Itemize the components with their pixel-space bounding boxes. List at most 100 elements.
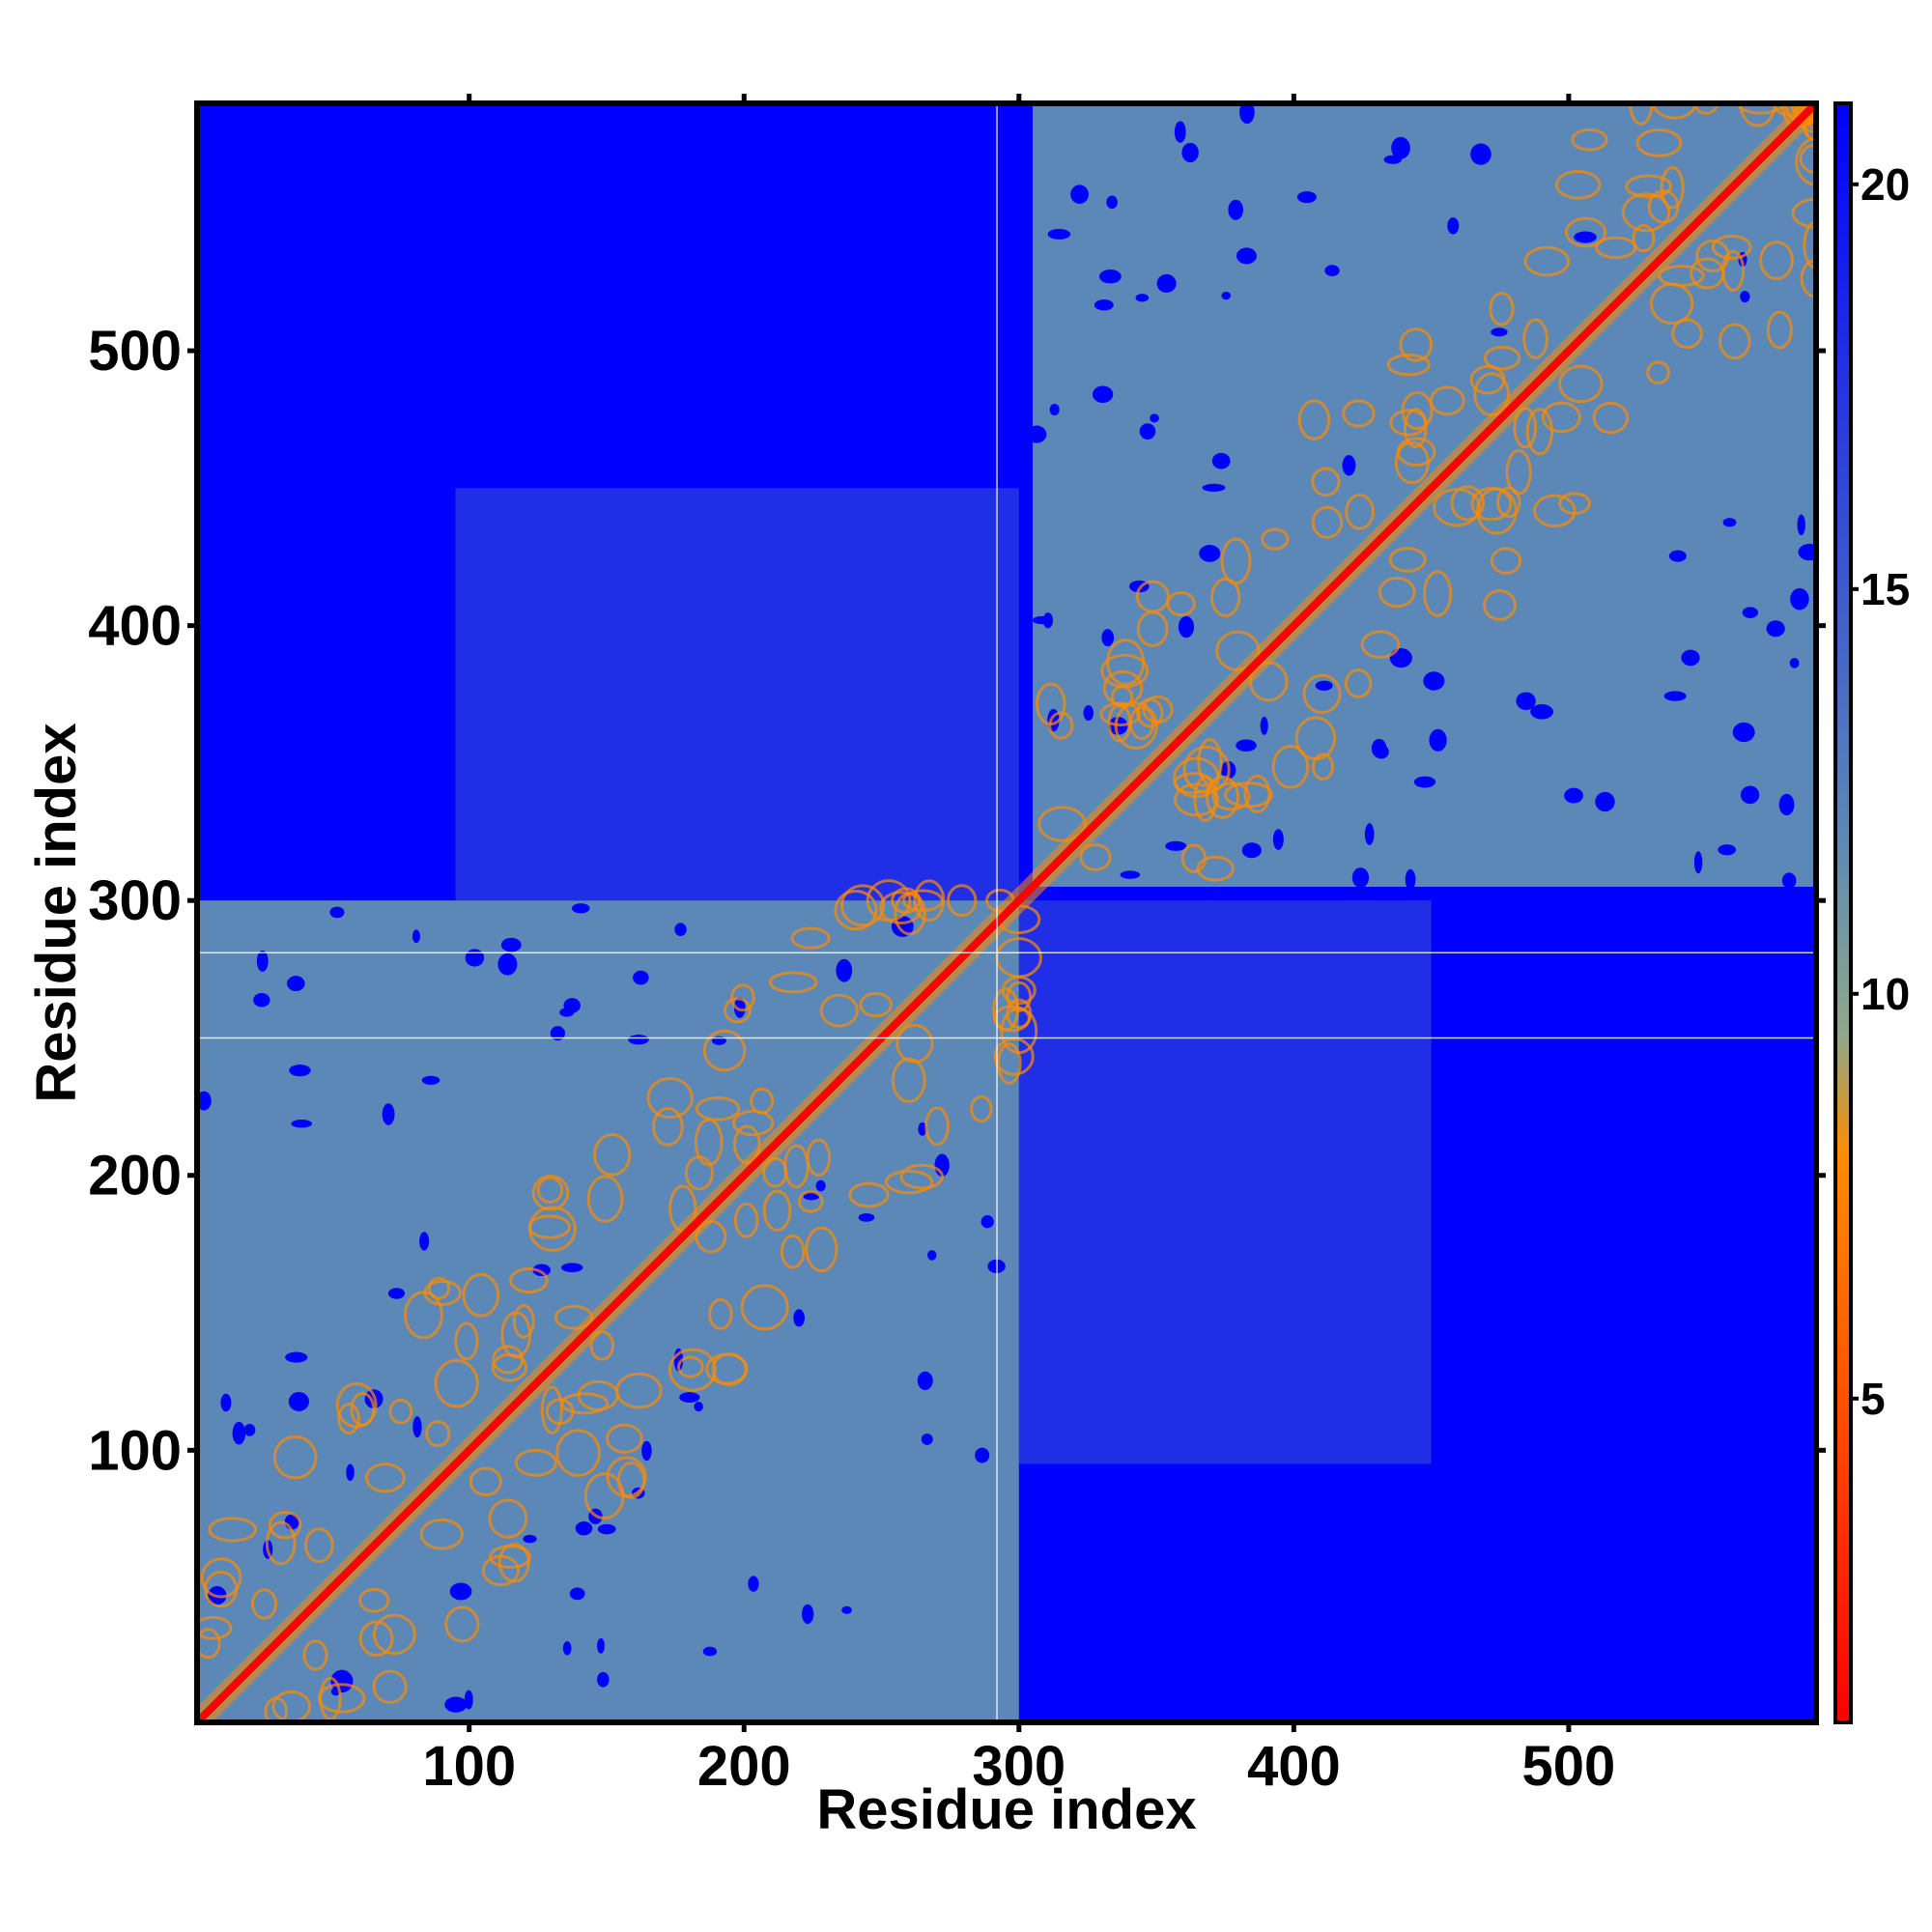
x-tick-label: 100: [422, 1735, 516, 1798]
contact-ring: [1197, 738, 1223, 785]
far-spot: [559, 1008, 575, 1017]
far-spot: [1530, 704, 1553, 720]
far-spot: [748, 1576, 759, 1592]
contact-ring: [1100, 653, 1150, 689]
contact-ring: [1048, 711, 1074, 740]
contact-ring: [500, 1311, 532, 1359]
contact-ring: [992, 1005, 1031, 1033]
plot-frame: [194, 100, 1819, 1725]
far-spot: [1663, 691, 1687, 701]
contact-ring: [730, 983, 755, 1012]
contact-ring: [444, 1605, 480, 1643]
contact-ring: [1302, 673, 1342, 715]
far-spot: [1778, 793, 1795, 816]
gap-lines: [197, 103, 1816, 1722]
far-spot: [464, 1690, 473, 1710]
contact-ring: [1470, 487, 1513, 522]
contact-ring: [1297, 399, 1331, 440]
contact-ring: [1243, 774, 1271, 813]
contact-ring: [1429, 385, 1465, 416]
far-spot: [256, 950, 269, 973]
contact-ring: [946, 884, 978, 918]
far-spot: [597, 1523, 616, 1535]
contact-ring: [733, 1202, 759, 1238]
contact-ring: [462, 1272, 500, 1318]
contact-ring: [1505, 448, 1532, 496]
far-spot: [1101, 629, 1115, 647]
far-spot: [412, 929, 420, 944]
far-spot: [679, 1392, 700, 1404]
far-spot: [1766, 620, 1785, 638]
contact-ring: [1571, 128, 1608, 152]
contact-ring: [427, 1276, 451, 1300]
contact-ring: [1342, 399, 1376, 428]
far-spot: [289, 1065, 311, 1077]
far-spot: [1574, 231, 1597, 243]
contact-ring: [1496, 486, 1521, 519]
contact-pattern: [197, 103, 1816, 1722]
far-spot: [500, 937, 522, 952]
contact-ring: [1403, 408, 1428, 448]
contact-ring: [514, 1448, 557, 1477]
contact-ring: [555, 1429, 601, 1477]
far-spot: [1681, 649, 1700, 667]
contact-ring: [859, 992, 894, 1018]
contact-ring: [264, 1696, 289, 1722]
far-spot: [1241, 842, 1262, 859]
x-tick-label: 300: [972, 1735, 1065, 1798]
contact-ring: [1345, 494, 1375, 530]
far-spot: [532, 1264, 552, 1277]
far-spot: [1156, 273, 1177, 294]
far-spot: [560, 1263, 583, 1273]
x-tick-label: 200: [697, 1735, 791, 1798]
far-spot: [419, 1232, 430, 1251]
contact-ring: [768, 971, 818, 994]
contact-ring: [740, 1284, 789, 1331]
far-spot: [674, 923, 687, 937]
far-spot: [1740, 785, 1760, 805]
contact-ring: [200, 1557, 242, 1599]
far-spot: [633, 970, 649, 985]
far-spot: [1405, 868, 1416, 891]
contact-ring: [545, 1398, 575, 1426]
contact-ring: [708, 1298, 733, 1330]
contact-ring: [879, 891, 923, 924]
far-spot: [917, 1371, 933, 1390]
contact-ring: [358, 1620, 394, 1657]
contact-ring: [1311, 467, 1341, 497]
contact-ring: [1483, 345, 1521, 371]
y-tick-label: 300: [88, 869, 182, 932]
far-spot: [733, 997, 746, 1018]
x-axis-title: Residue index: [816, 1778, 1196, 1841]
y-axis: 100 200 300 400 500: [88, 320, 1826, 1482]
far-spot: [1211, 452, 1231, 469]
contact-ring: [540, 1385, 563, 1435]
contact-ring: [848, 1181, 890, 1208]
far-spot: [1798, 543, 1816, 561]
contact-ring: [1660, 166, 1685, 210]
far-spot: [1718, 844, 1737, 856]
far-spot: [1221, 291, 1232, 300]
contact-ring: [1558, 364, 1604, 404]
far-spot: [287, 976, 305, 992]
contact-ring: [1564, 216, 1607, 248]
far-spot: [412, 1416, 422, 1438]
far-spot: [1781, 872, 1797, 890]
contact-ring: [615, 1372, 663, 1409]
contact-ring: [711, 1352, 748, 1386]
far-spot: [220, 1393, 232, 1412]
contact-ring: [1423, 570, 1453, 617]
diagonal-band: [197, 103, 1816, 1722]
contact-ring: [1721, 249, 1746, 293]
far-spot: [1042, 612, 1054, 629]
far-spot: [836, 958, 853, 982]
far-spot: [1668, 550, 1687, 562]
colorbar-tick-label: 15: [1861, 564, 1910, 614]
interdomain-zone: [1018, 900, 1432, 1464]
contact-ring: [197, 1628, 221, 1660]
y-tick-label: 200: [88, 1145, 182, 1208]
far-spot: [1797, 514, 1805, 536]
contact-ring: [1193, 776, 1218, 822]
contact-ring: [1209, 578, 1241, 617]
contact-ring: [488, 1498, 528, 1539]
